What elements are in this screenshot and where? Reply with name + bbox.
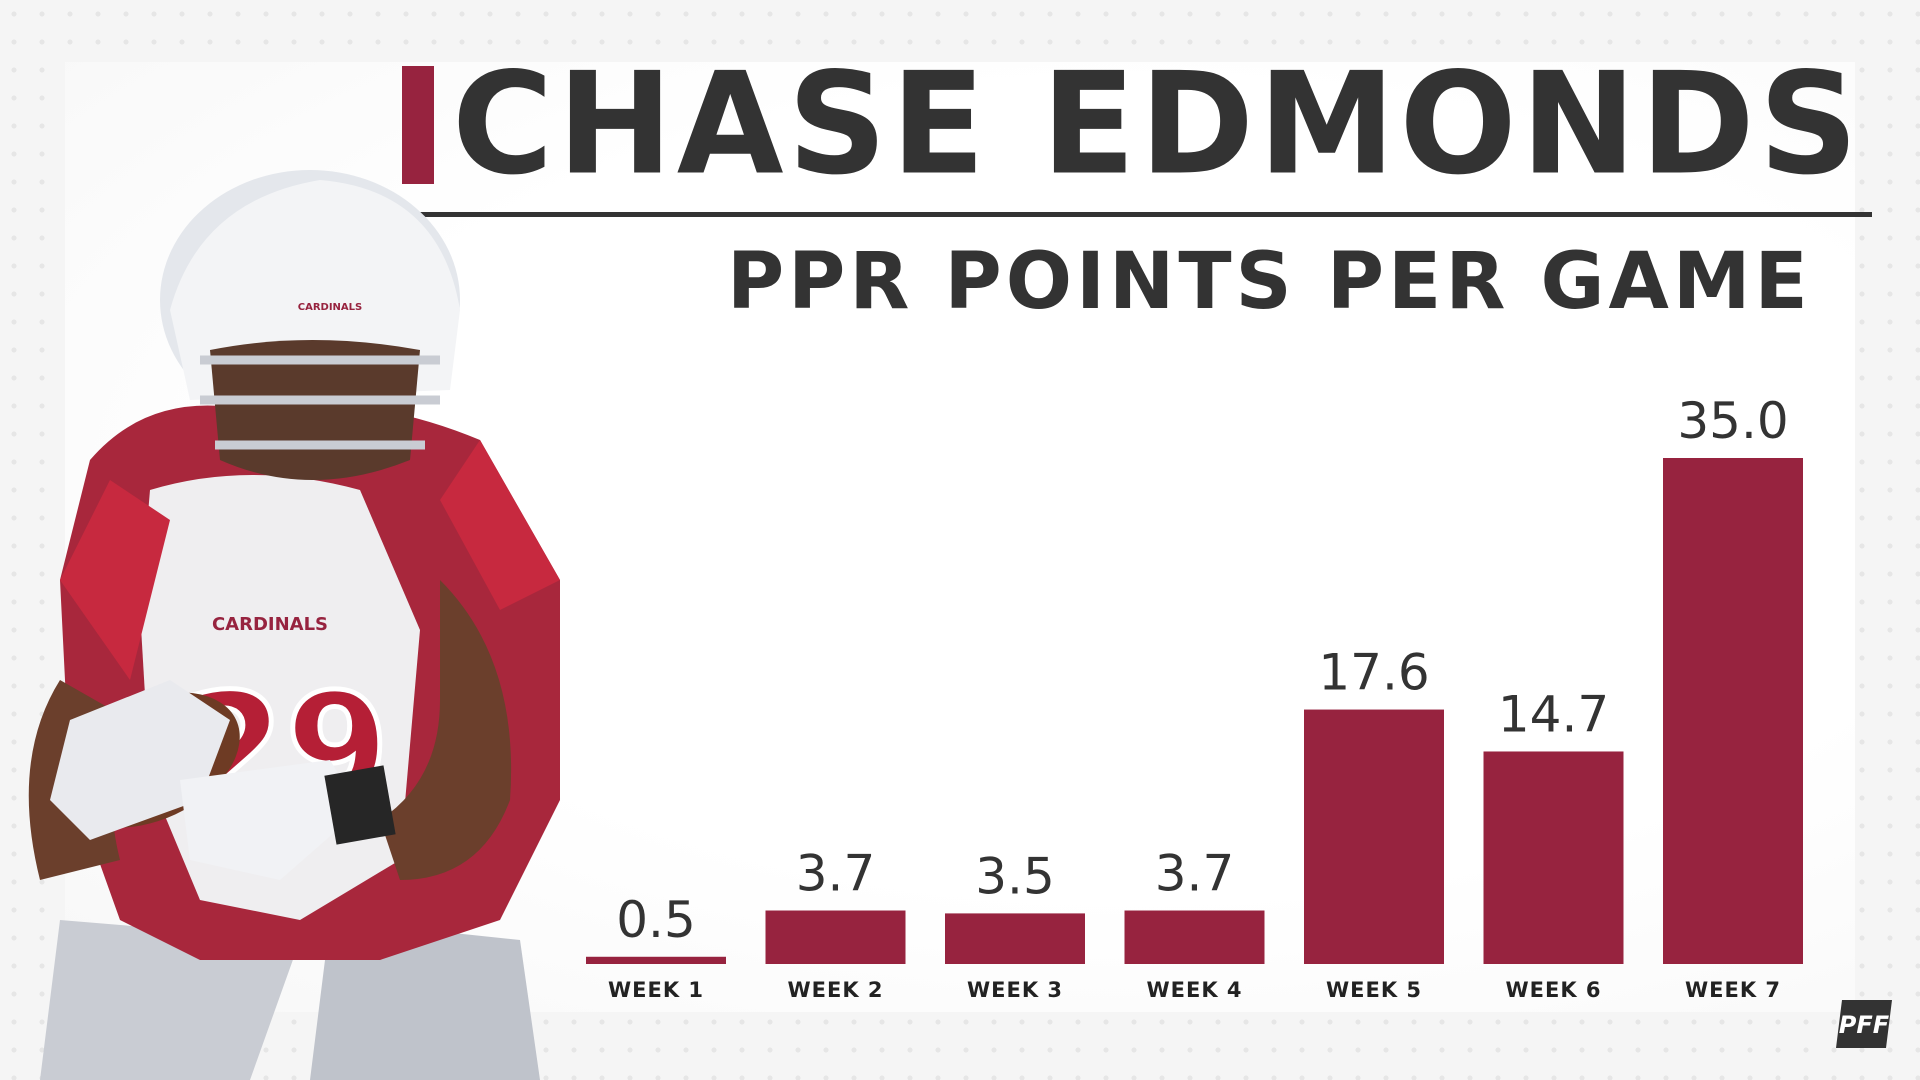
category-label: WEEK 3 xyxy=(967,978,1063,1002)
jersey-team-text: CARDINALS xyxy=(212,614,328,635)
value-label: 35.0 xyxy=(1677,392,1788,450)
title-divider xyxy=(398,212,1872,217)
value-label: 3.7 xyxy=(1155,845,1235,903)
category-label: WEEK 4 xyxy=(1146,978,1242,1002)
pff-logo: PFF xyxy=(1836,1000,1892,1048)
page-title: CHASE EDMONDS xyxy=(452,41,1863,207)
category-label: WEEK 1 xyxy=(608,978,704,1002)
category-label: WEEK 7 xyxy=(1685,978,1781,1002)
value-label: 17.6 xyxy=(1318,644,1429,702)
value-label: 3.7 xyxy=(796,845,876,903)
bar-week-4 xyxy=(1124,910,1265,964)
helmet-text: CARDINALS xyxy=(298,302,362,313)
category-label: WEEK 5 xyxy=(1326,978,1422,1002)
chart-subtitle: PPR POINTS PER GAME xyxy=(727,237,1812,327)
bar-week-5 xyxy=(1304,709,1444,964)
bar-week-1 xyxy=(586,956,726,964)
bar-week-7 xyxy=(1663,458,1803,964)
category-label: WEEK 6 xyxy=(1505,978,1601,1002)
value-label: 0.5 xyxy=(616,891,696,949)
category-label: WEEK 2 xyxy=(787,978,883,1002)
pff-logo-text: PFF xyxy=(1839,1011,1890,1039)
value-label: 3.5 xyxy=(975,847,1055,905)
value-label: 14.7 xyxy=(1498,685,1609,743)
player-photo: CARDINALS 29 CARDINALS xyxy=(28,170,560,1080)
title-accent-bar xyxy=(402,66,434,184)
bar-week-3 xyxy=(945,913,1085,964)
bar-week-6 xyxy=(1483,751,1624,964)
bar-week-2 xyxy=(765,910,906,964)
